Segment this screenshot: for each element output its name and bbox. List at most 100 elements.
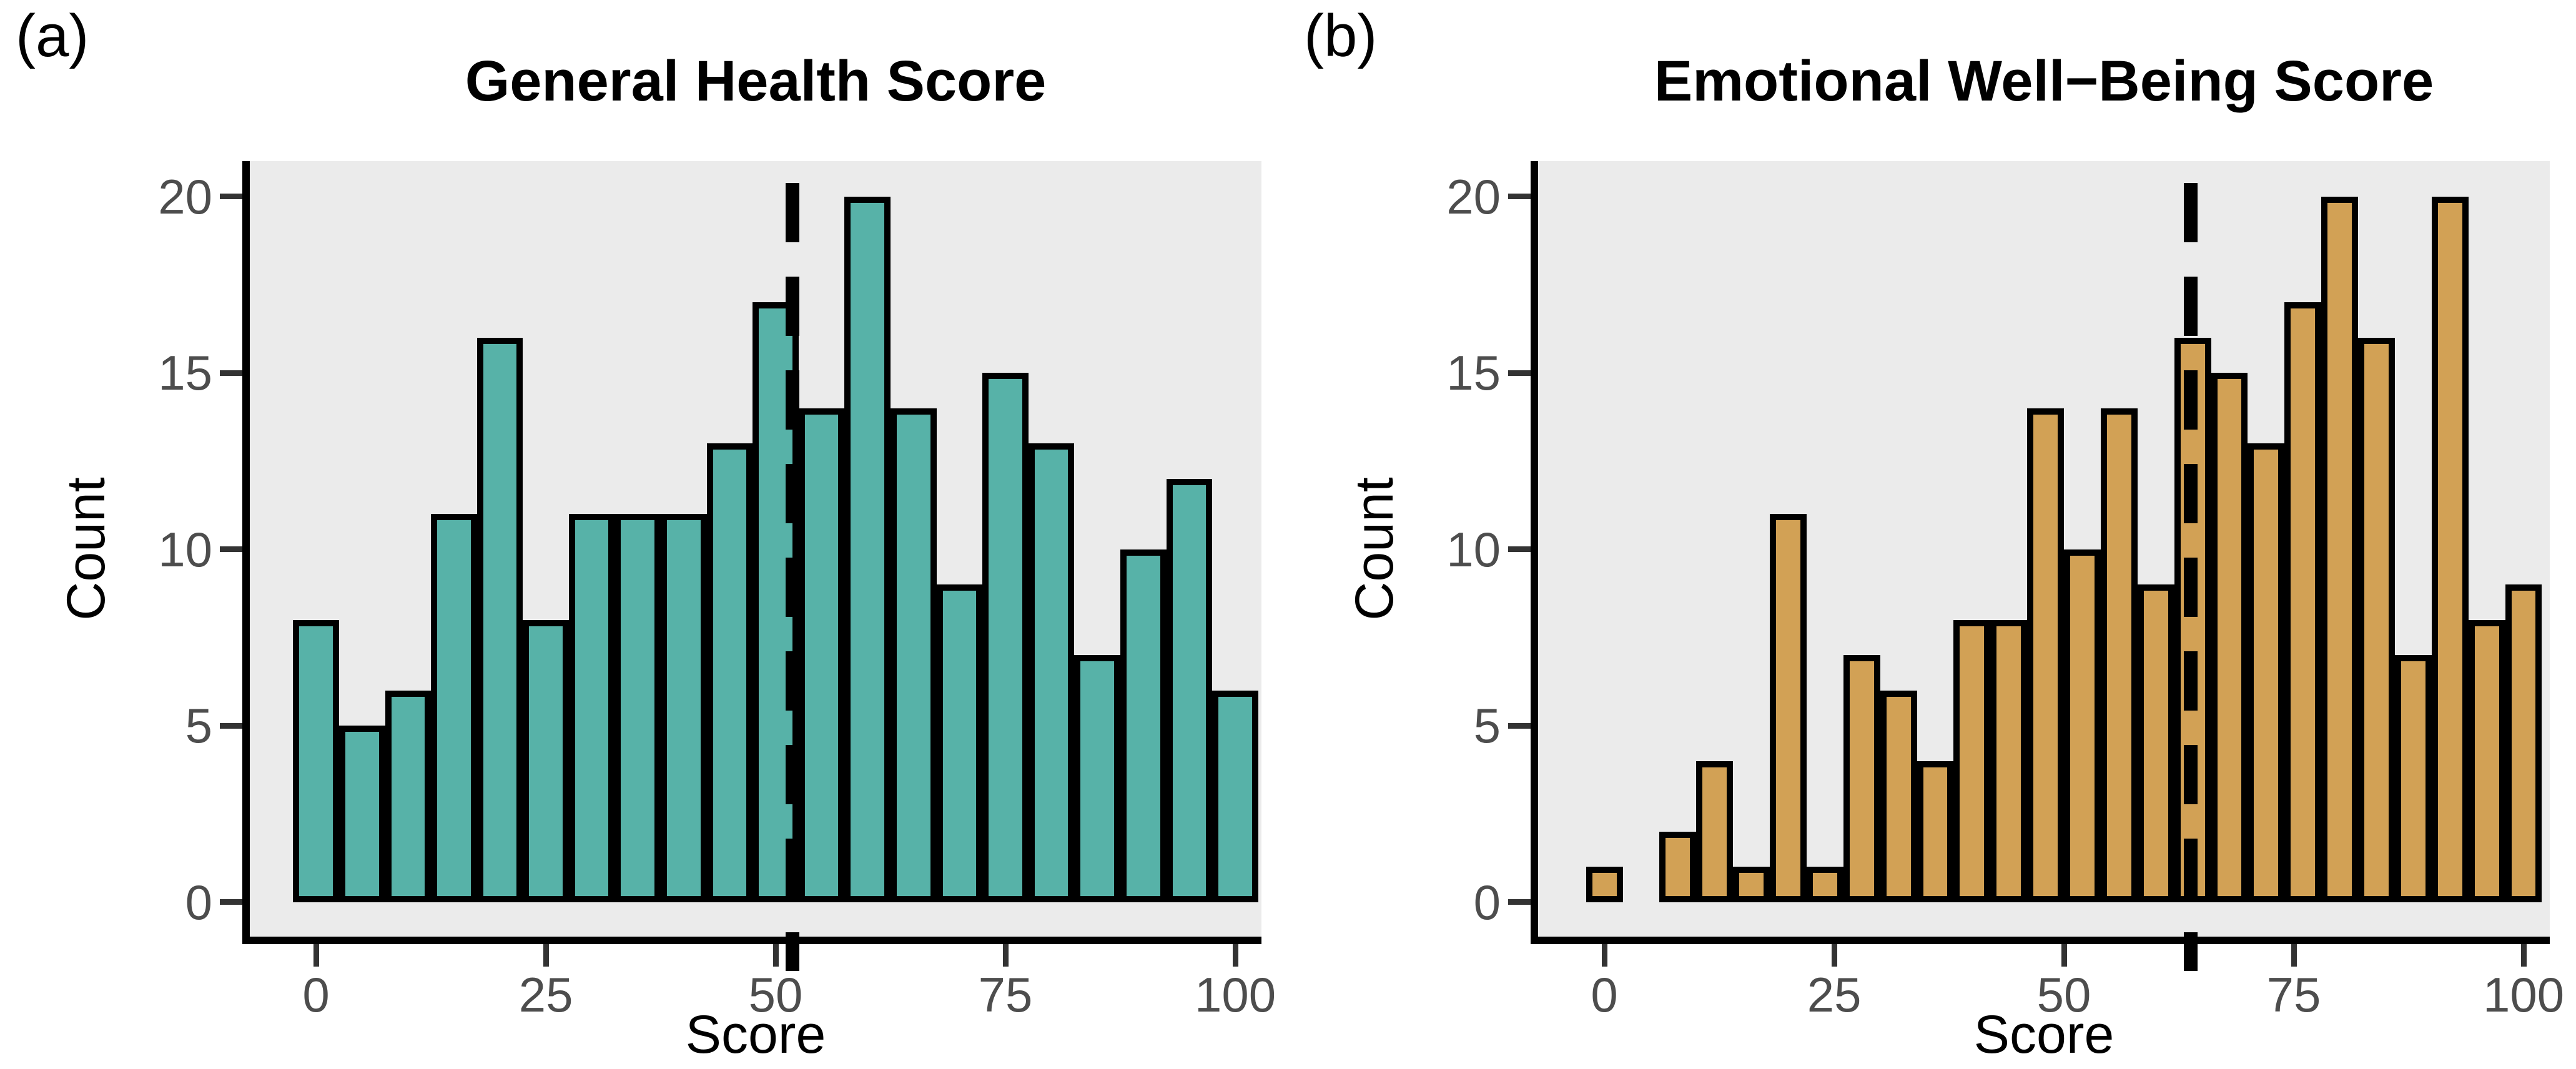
x-tick-label: 75 <box>978 967 1033 1022</box>
x-tick-mark <box>1601 944 1607 967</box>
y-tick-label: 20 <box>158 169 212 224</box>
x-tick-label: 0 <box>1591 967 1618 1022</box>
histogram-bar <box>1074 655 1121 902</box>
panel-label-a: (a) <box>16 2 89 69</box>
x-tick-mark <box>1002 944 1009 967</box>
histogram-bar <box>1917 761 1954 902</box>
histogram-bar <box>2064 549 2101 902</box>
histogram-bar <box>293 619 339 902</box>
y-tick-label: 0 <box>185 874 212 930</box>
x-tick-label: 100 <box>2482 967 2565 1022</box>
histogram-bar <box>2248 443 2285 902</box>
histogram-bar <box>568 514 615 902</box>
plot-title-a: General Health Score <box>465 49 1047 113</box>
histogram-bar <box>614 514 661 902</box>
histogram-bar <box>1166 478 1213 902</box>
y-axis-line-b <box>1531 161 1538 944</box>
mean-dashed-line <box>785 183 799 971</box>
x-tick-label: 25 <box>518 967 573 1022</box>
histogram-bar <box>2284 302 2322 902</box>
mean-dashed-line <box>2184 183 2198 971</box>
x-tick-label: 25 <box>1807 967 1862 1022</box>
histogram-bar <box>2468 619 2505 902</box>
y-tick-label: 20 <box>1446 169 1501 224</box>
x-tick-mark <box>543 944 549 967</box>
y-tick-label: 15 <box>158 345 212 401</box>
histogram-bar <box>1659 831 1697 902</box>
histogram-bar <box>844 196 891 902</box>
x-tick-mark <box>2291 944 2297 967</box>
histogram-bar <box>2321 196 2359 902</box>
histogram-bar <box>1990 619 2028 902</box>
histogram-bar <box>798 408 845 902</box>
y-tick-label: 15 <box>1446 345 1501 401</box>
y-tick-label: 5 <box>1473 698 1501 754</box>
histogram-bar <box>661 514 707 902</box>
histogram-bar <box>1953 619 1991 902</box>
histogram-bar <box>2211 373 2248 902</box>
x-axis-line-a <box>242 937 1261 944</box>
x-tick-label: 50 <box>748 967 803 1022</box>
y-tick-mark <box>1508 370 1531 376</box>
histogram-bar <box>706 443 753 902</box>
histogram-bar <box>2100 408 2138 902</box>
y-tick-mark <box>220 370 242 376</box>
histogram-bar <box>982 373 1029 902</box>
panel-label-b: (b) <box>1304 2 1378 69</box>
histogram-bar <box>1696 761 1734 902</box>
x-tick-label: 0 <box>302 967 330 1022</box>
y-tick-label: 10 <box>1446 521 1501 577</box>
histogram-bar <box>2027 408 2065 902</box>
histogram-bar <box>1120 549 1167 902</box>
x-tick-mark <box>1232 944 1238 967</box>
y-tick-label: 10 <box>158 521 212 577</box>
y-tick-mark <box>220 899 242 905</box>
y-tick-mark <box>220 546 242 553</box>
y-tick-mark <box>1508 194 1531 199</box>
histogram-bar <box>1586 867 1623 902</box>
x-tick-label: 75 <box>2266 967 2321 1022</box>
histogram-bar <box>1733 867 1770 902</box>
y-tick-label: 5 <box>185 698 212 754</box>
y-tick-mark <box>1508 722 1531 729</box>
y-axis-line-a <box>242 161 250 944</box>
histogram-bar <box>385 690 432 902</box>
x-tick-mark <box>2520 944 2527 967</box>
histogram-bar <box>338 726 385 902</box>
histogram-bar <box>476 337 523 902</box>
x-tick-label: 100 <box>1194 967 1276 1022</box>
histogram-bar <box>2431 196 2469 902</box>
plot-area-a <box>250 161 1261 971</box>
x-axis-title-b: Score <box>1973 1005 2115 1065</box>
y-tick-mark <box>220 194 242 199</box>
histogram-bar <box>431 514 477 902</box>
histogram-bar <box>891 408 937 902</box>
histogram-bar <box>2505 584 2542 902</box>
x-axis-title-a: Score <box>685 1005 826 1065</box>
histogram-bar <box>936 584 983 902</box>
x-tick-mark <box>1831 944 1837 967</box>
x-tick-mark <box>313 944 319 967</box>
x-axis-line-b <box>1531 937 2550 944</box>
histogram-bar <box>1806 867 1843 902</box>
y-tick-mark <box>220 722 242 729</box>
x-tick-label: 50 <box>2036 967 2091 1022</box>
histogram-bar <box>1770 514 1807 902</box>
histogram-bar <box>1843 655 1880 902</box>
histogram-bar <box>1028 443 1075 902</box>
histogram-bar <box>2358 337 2395 902</box>
x-tick-mark <box>772 944 779 967</box>
figure-panel-b: (b) Emotional Well−Being Score Count Sco… <box>1288 0 2576 1069</box>
histogram-bar <box>2137 584 2174 902</box>
y-tick-mark <box>1508 546 1531 553</box>
y-tick-label: 0 <box>1473 874 1501 930</box>
y-tick-mark <box>1508 899 1531 905</box>
histogram-bar <box>523 619 569 902</box>
histogram-bar <box>1880 690 1917 902</box>
x-tick-mark <box>2061 944 2067 967</box>
plot-area-b <box>1538 161 2550 971</box>
histogram-bar <box>1212 690 1258 902</box>
plot-title-b: Emotional Well−Being Score <box>1654 49 2434 113</box>
